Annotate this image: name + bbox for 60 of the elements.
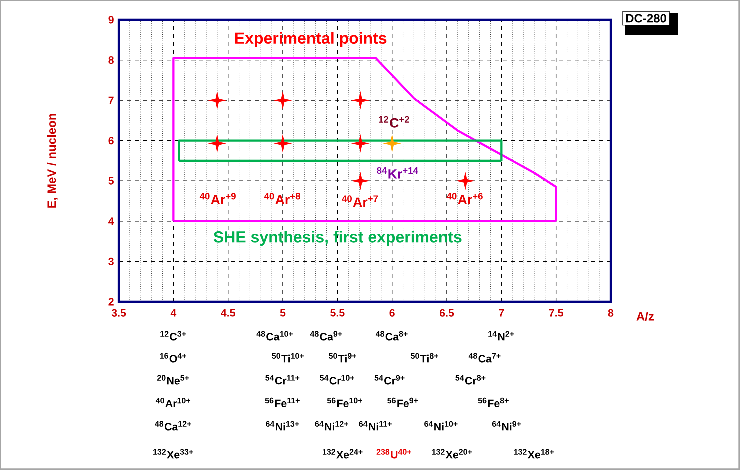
text: $^{50}$Ti$^{8+}$ bbox=[411, 353, 438, 363]
x-tick-label: 5.5 bbox=[330, 309, 345, 317]
text: $^{12}$C$^{3+}$ bbox=[160, 331, 186, 341]
y-tick-label: 2 bbox=[108, 298, 114, 306]
x-tick-label: 6 bbox=[390, 309, 395, 317]
y-axis-title: E, MeV / nucleon bbox=[47, 114, 58, 208]
text: $^{48}$Ca$^{10+}$ bbox=[256, 331, 294, 341]
text: $^{40}$Ar$^{10+}$ bbox=[156, 398, 191, 408]
x-tick-label: 6.5 bbox=[440, 309, 454, 317]
x-tick-label: 4.5 bbox=[221, 309, 236, 317]
text: $^{64}$Ni$^{11+}$ bbox=[359, 421, 392, 431]
text: $^{56}$Fe$^{10+}$ bbox=[327, 398, 362, 408]
text: Experimental points bbox=[235, 32, 387, 48]
annotation: $^{40}$Ar$^{+6}$ bbox=[446, 193, 483, 204]
y-tick-label: 9 bbox=[108, 16, 114, 24]
text: $^{48}$Ca$^{9+}$ bbox=[310, 331, 342, 341]
x-tick-label: 3.5 bbox=[112, 309, 126, 317]
text: $^{14}$N$^{2+}$ bbox=[488, 331, 514, 341]
text: $^{64}$Ni$^{13+}$ bbox=[266, 421, 300, 431]
text: $^{48}$Ca$^{8+}$ bbox=[376, 331, 408, 341]
x-tick-label: 4 bbox=[170, 309, 177, 317]
x-tick-label: 5 bbox=[280, 309, 286, 317]
x-tick-label: 8 bbox=[608, 309, 614, 317]
text: $^{48}$Ca$^{12+}$ bbox=[155, 421, 192, 431]
text: $^{56}$Fe$^{11+}$ bbox=[265, 398, 300, 408]
text: $^{56}$Fe$^{8+}$ bbox=[478, 398, 509, 408]
x-axis-title: A/z bbox=[636, 312, 654, 321]
text: $^{54}$Cr$^{10+}$ bbox=[320, 375, 355, 385]
annotation: $^{40}$Ar$^{+9}$ bbox=[200, 193, 236, 204]
text: $^{50}$Ti$^{10+}$ bbox=[272, 353, 304, 363]
text: $^{132}$Xe$^{18+}$ bbox=[514, 449, 554, 459]
text: $^{64}$Ni$^{9+}$ bbox=[492, 421, 522, 431]
text: $^{64}$Ni$^{12+}$ bbox=[315, 421, 348, 431]
text: $^{54}$Cr$^{11+}$ bbox=[266, 375, 300, 385]
y-tick-label: 7 bbox=[108, 96, 114, 104]
annotation: $^{40}$Ar$^{+8}$ bbox=[264, 193, 300, 204]
annotation: $^{12}$C$^{+2}$ bbox=[379, 116, 410, 128]
y-tick-label: 3 bbox=[108, 258, 114, 266]
text: $^{132}$Xe$^{24+}$ bbox=[322, 449, 363, 459]
text: $^{132}$Xe$^{33+}$ bbox=[154, 449, 194, 459]
text: $^{64}$Ni$^{10+}$ bbox=[424, 421, 458, 431]
text: $^{238}$U$^{40+}$ bbox=[376, 449, 412, 459]
text: $^{132}$Xe$^{20+}$ bbox=[432, 449, 472, 459]
annotation: $^{84}$Kr$^{+14}$ bbox=[377, 167, 418, 179]
annotation: $^{40}$Ar$^{+7}$ bbox=[342, 196, 378, 207]
y-tick-label: 4 bbox=[108, 218, 114, 226]
text: $^{16}$O$^{4+}$ bbox=[160, 353, 187, 363]
text: $^{48}$Ca$^{7+}$ bbox=[468, 353, 501, 363]
y-tick-label: 8 bbox=[108, 56, 114, 64]
text: SHE synthesis, first experiments bbox=[214, 231, 462, 246]
x-tick-label: 7 bbox=[499, 309, 504, 317]
text: DC-280 bbox=[626, 14, 666, 23]
text: $^{54}$Cr$^{9+}$ bbox=[374, 375, 405, 385]
x-tick-label: 7.5 bbox=[549, 309, 564, 317]
text: $^{54}$Cr$^{8+}$ bbox=[456, 375, 486, 385]
text: $^{56}$Fe$^{9+}$ bbox=[388, 398, 418, 408]
y-tick-label: 5 bbox=[108, 177, 114, 185]
text: $^{50}$Ti$^{9+}$ bbox=[329, 353, 356, 363]
y-tick-label: 6 bbox=[108, 137, 114, 145]
text: $^{20}$Ne$^{5+}$ bbox=[157, 375, 190, 385]
